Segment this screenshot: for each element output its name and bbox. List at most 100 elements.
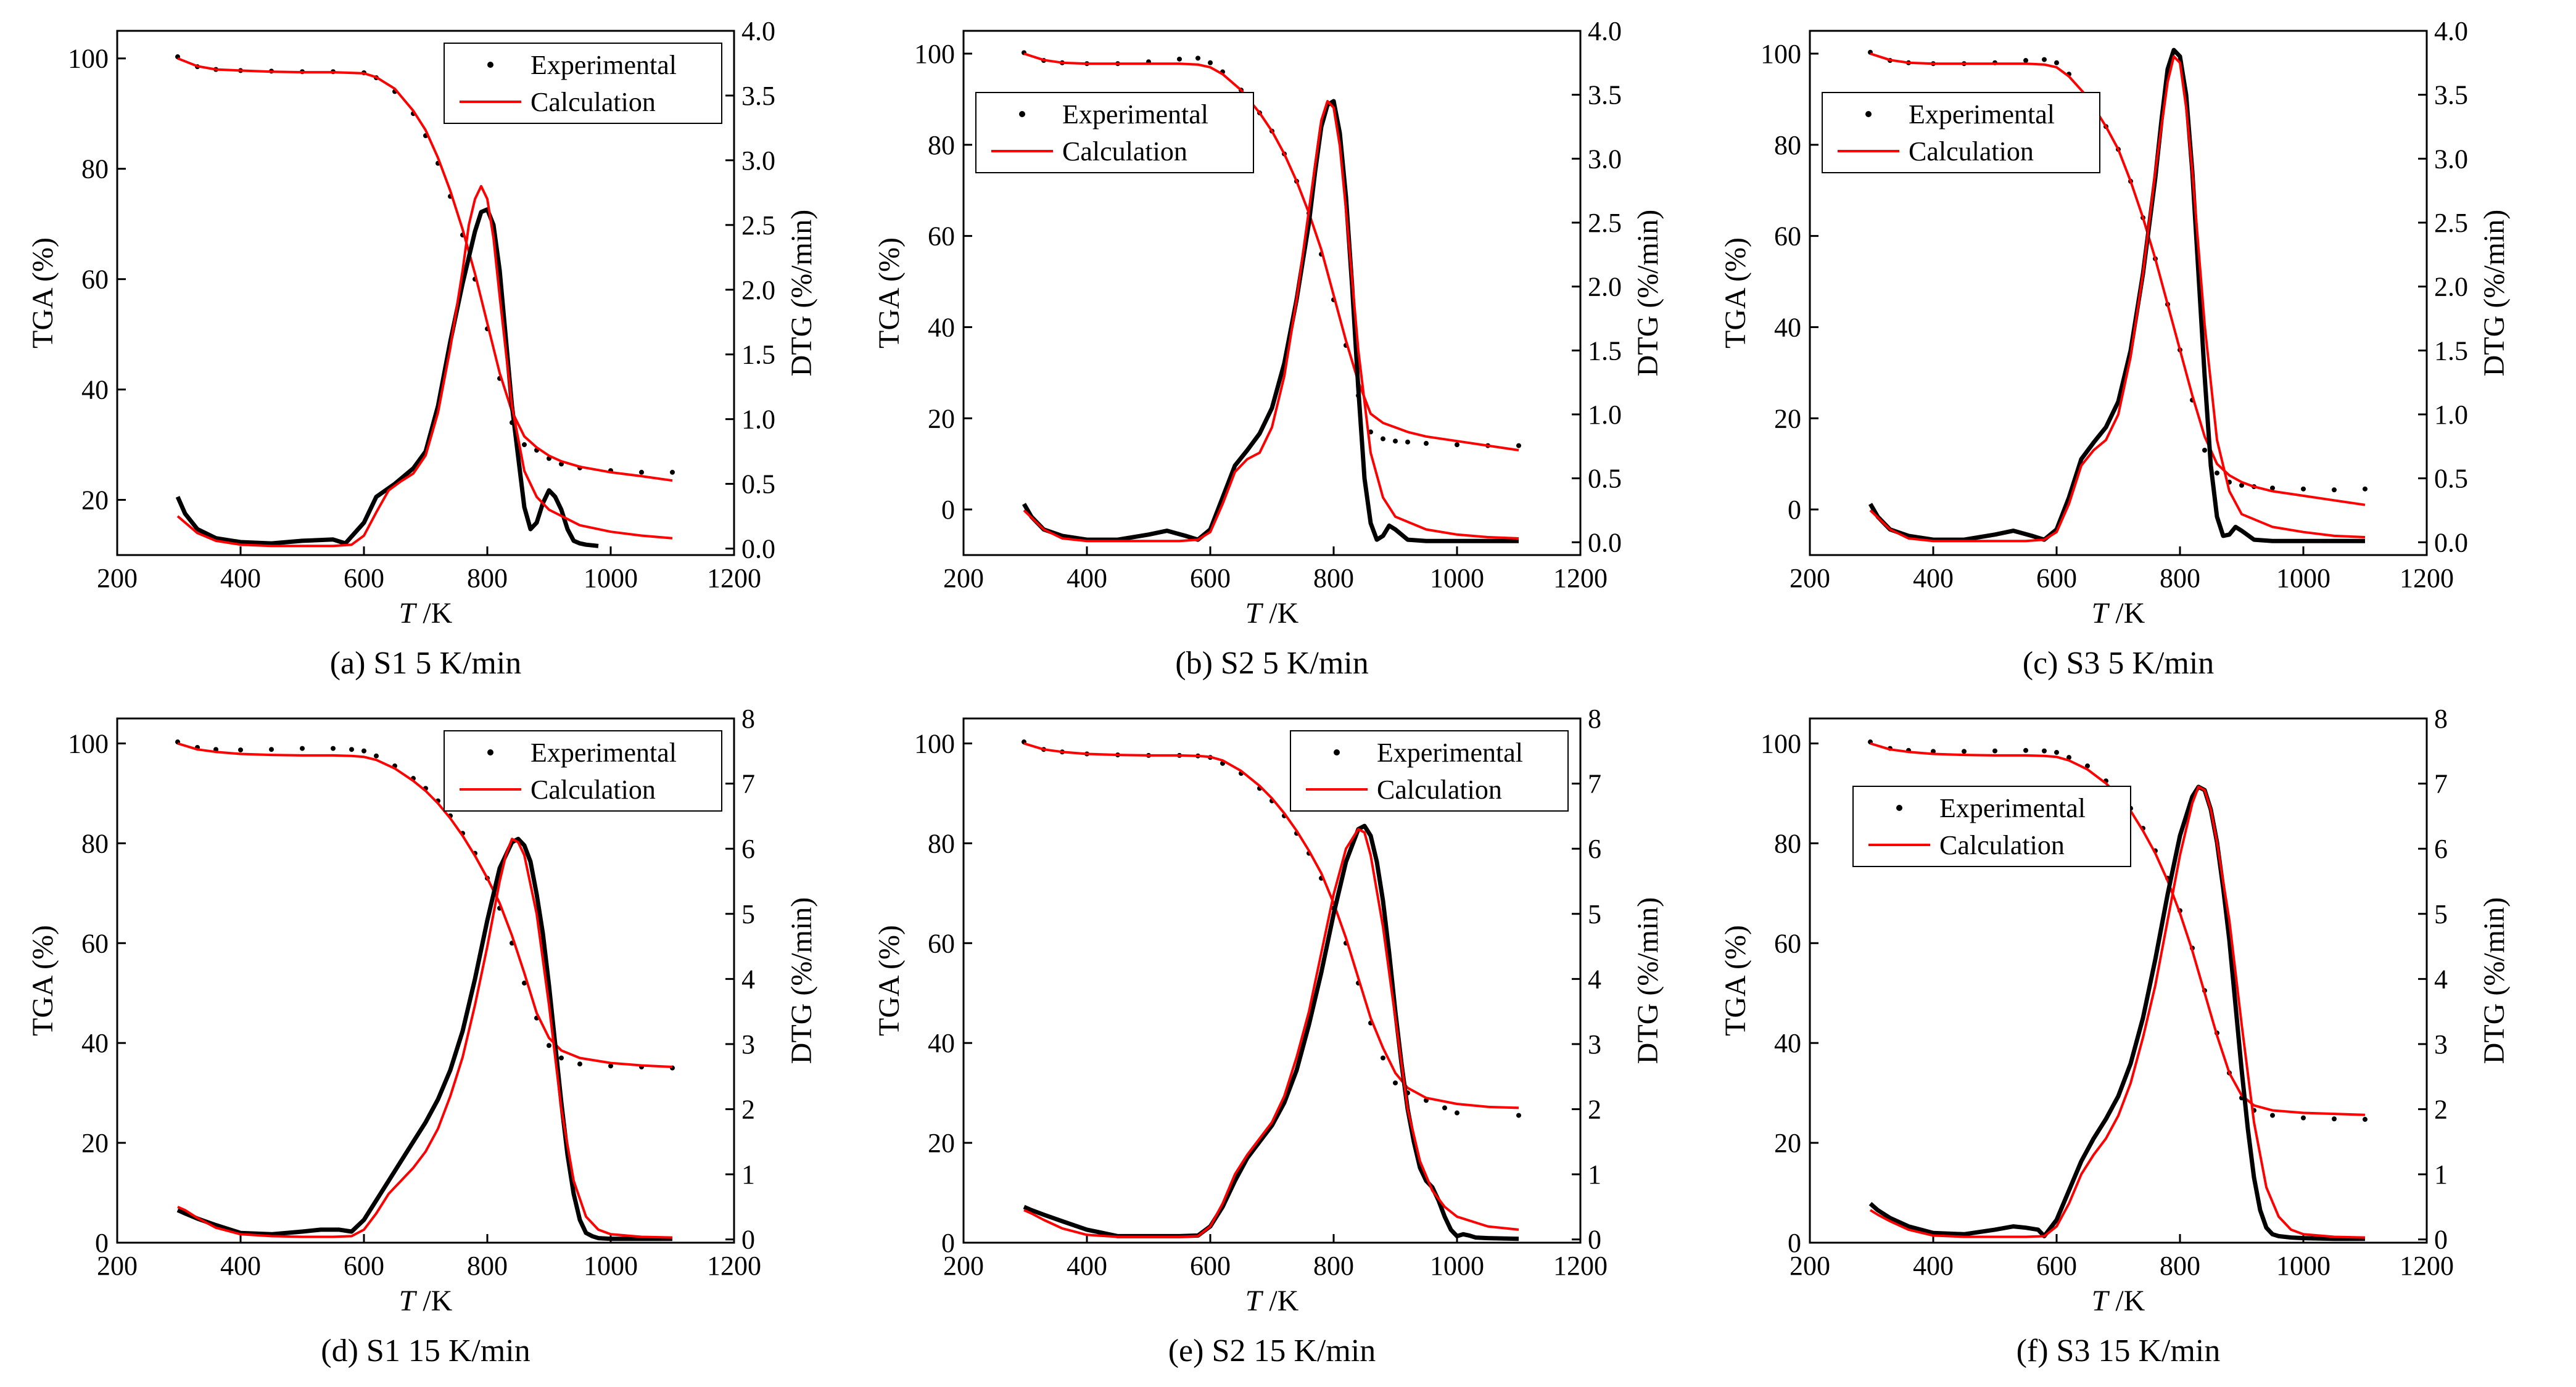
y2-tick-label: 2.0 [741, 275, 775, 305]
x-axis-label-symbol: T [1245, 597, 1264, 630]
plot-frame [1809, 30, 2428, 556]
y2-tick-label: 3.0 [2434, 144, 2468, 174]
y2-tick-label: 5 [2434, 899, 2448, 929]
series-line [177, 838, 673, 1239]
y2-tick-label: 3.0 [741, 146, 775, 176]
y-tick-label: 20 [928, 1128, 955, 1158]
y-tick-label: 100 [1761, 39, 1801, 69]
legend-label-experimental: Experimental [1909, 99, 2055, 130]
legend-marker-experimental [1334, 749, 1340, 755]
series-dtg-calculation [177, 838, 673, 1239]
data-point [1424, 440, 1429, 446]
panel-caption: (a) S1 5 K/min [330, 646, 522, 681]
data-point [269, 747, 274, 752]
series-tga-calculation [177, 57, 673, 482]
y-tick-label: 40 [1774, 1028, 1801, 1058]
y2-axis-label: DTG (%/min) [785, 210, 818, 377]
y2-tick-label: 3 [1588, 1029, 1601, 1060]
x-axis-label-unit: /K [1261, 597, 1298, 630]
x-axis-label-unit: /K [415, 597, 452, 630]
y2-tick-label: 1.5 [741, 340, 775, 370]
series-line [1022, 99, 1519, 543]
y2-tick-label: 0 [741, 1225, 755, 1255]
data-point [2332, 487, 2337, 493]
y2-tick-label: 8 [2434, 704, 2448, 734]
x-tick-label: 600 [1190, 1251, 1231, 1281]
data-point [2023, 58, 2028, 64]
x-tick-label: 1200 [707, 563, 761, 593]
legend-box [1822, 92, 2100, 173]
legend-box [1290, 730, 1569, 812]
x-tick-label: 800 [467, 563, 508, 593]
y-tick-label: 20 [81, 1128, 109, 1158]
y-tick-label: 100 [68, 44, 109, 74]
y-tick-label: 60 [81, 265, 109, 295]
x-tick-label: 1000 [1430, 563, 1484, 593]
data-point [1455, 442, 1459, 448]
series-dtg-calculation [1869, 785, 2366, 1239]
plot-frame [116, 30, 735, 556]
chart-panel-3: 200 400 600 800 1000 1200 0 20 40 60 80 100 0.0 0.5 1.… [1719, 16, 2511, 681]
y2-tick-label: 0 [2434, 1225, 2448, 1255]
plot-frame [116, 717, 735, 1244]
data-point [2363, 486, 2368, 492]
series-dtg-calculation [1023, 828, 1519, 1238]
data-point [2066, 755, 2071, 760]
plot-area [1868, 739, 2368, 1241]
y2-tick-label: 5 [741, 899, 755, 929]
data-point [2239, 482, 2244, 488]
series-tga-calculation [1023, 52, 1519, 451]
legend: Experimental Calculation [1852, 786, 2131, 867]
y-tick-label: 60 [1774, 928, 1801, 958]
plot-area [1022, 50, 1521, 543]
data-point [522, 981, 527, 986]
y2-axis-label: DTG (%/min) [1632, 210, 1664, 377]
x-axis-label: T /K [399, 597, 453, 630]
data-point [1393, 438, 1398, 444]
x-tick-label: 1000 [1430, 1251, 1484, 1281]
x-tick-label: 1200 [707, 1251, 761, 1281]
series-line [176, 836, 672, 1241]
data-point [1992, 748, 1997, 754]
y2-tick-label: 5 [1588, 899, 1601, 929]
x-axis-label: T /K [2092, 597, 2145, 630]
plot-area [1022, 739, 1521, 1241]
y2-tick-label: 1 [2434, 1159, 2448, 1190]
data-point [1962, 749, 1967, 754]
x-tick-label: 1200 [2400, 563, 2454, 593]
y2-tick-label: 8 [1588, 704, 1601, 734]
data-point [238, 747, 243, 752]
data-point [2042, 748, 2047, 754]
series-line [175, 207, 599, 548]
legend-box [444, 43, 722, 124]
legend-label-calculation: Calculation [1909, 136, 2034, 167]
series-dtg-experimental [1022, 99, 1519, 543]
legend-marker-experimental [487, 62, 493, 68]
y-tick-label: 80 [1774, 828, 1801, 858]
y-tick-label: 0 [941, 1228, 955, 1258]
y2-tick-label: 1.0 [2434, 400, 2468, 430]
y-tick-label: 0 [95, 1228, 109, 1258]
x-tick-label: 800 [2160, 563, 2200, 593]
chart-panel-5: 200 400 600 800 1000 120002040608010001234567… [873, 704, 1664, 1368]
y2-tick-label: 0.0 [1588, 527, 1622, 558]
y-tick-label: 60 [1774, 221, 1801, 252]
legend-marker-experimental [1019, 111, 1025, 117]
data-point [1455, 1110, 1459, 1116]
legend-label-calculation: Calculation [1377, 775, 1502, 805]
y2-tick-label: 2 [1588, 1095, 1601, 1125]
y2-tick-label: 1 [1588, 1159, 1601, 1190]
data-point [1442, 1105, 1447, 1111]
y2-tick-label: 7 [741, 769, 755, 799]
y2-axis-label: DTG (%/min) [785, 897, 818, 1064]
x-axis-label: T /K [1245, 597, 1299, 630]
y-tick-label: 0 [1788, 495, 1801, 525]
x-tick-label: 1000 [584, 1251, 638, 1281]
series-line [1023, 742, 1519, 1109]
series-dtg-experimental [1868, 784, 2365, 1241]
y-tick-label: 40 [81, 1028, 109, 1058]
data-point [2215, 470, 2219, 475]
x-tick-label: 600 [2036, 1251, 2077, 1281]
x-tick-label: 400 [220, 563, 261, 593]
chart-panel-4: 200 400 600 800 1000 120002040608010001234567… [27, 704, 818, 1368]
